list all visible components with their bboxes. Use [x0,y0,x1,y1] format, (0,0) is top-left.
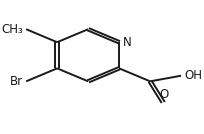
Text: O: O [159,88,168,101]
Text: Br: Br [10,75,23,88]
Text: N: N [123,36,131,49]
Text: OH: OH [184,69,202,82]
Text: CH₃: CH₃ [2,23,23,36]
